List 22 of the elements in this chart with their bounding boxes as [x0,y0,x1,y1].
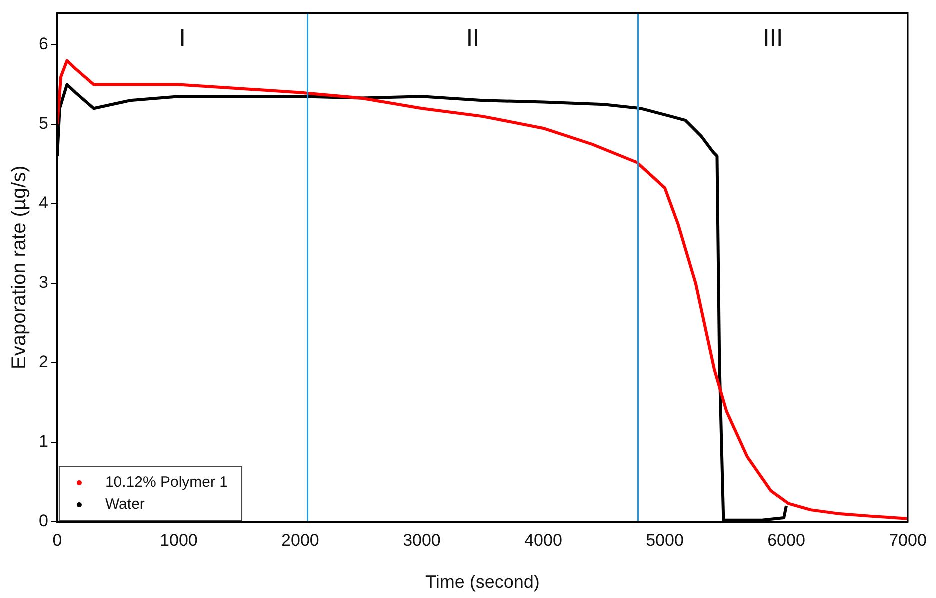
annotation: II [466,24,480,52]
x-tick-label: 2000 [282,530,320,550]
y-tick-label: 5 [38,114,48,134]
x-tick-label: 7000 [889,530,927,550]
legend-label: 10.12% Polymer 1 [105,474,228,492]
x-tick-label: 5000 [646,530,684,550]
legend-label: Water [105,496,145,514]
y-tick-label: 2 [38,352,48,372]
annotation: III [763,24,784,52]
y-tick-label: 6 [38,34,48,54]
y-tick-label: 1 [38,432,48,452]
x-tick-label: 3000 [403,530,441,550]
x-axis-title: Time (second) [426,572,540,592]
y-tick-label: 3 [38,273,48,292]
y-axis-title: Evaporation rate (µg/s) [8,166,31,370]
x-tick-label: 1000 [160,530,198,550]
annotation: I [179,24,186,52]
y-tick-label: 0 [38,512,48,531]
x-tick-label: 0 [52,530,62,550]
x-tick-label: 6000 [768,530,806,550]
y-tick-label: 4 [38,194,48,213]
x-tick-label: 4000 [524,530,562,550]
